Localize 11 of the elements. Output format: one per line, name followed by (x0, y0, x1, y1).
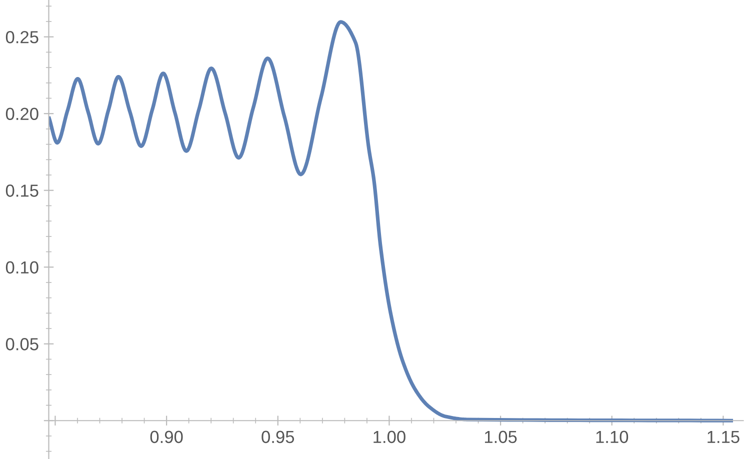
x-tick-label: 0.90 (150, 430, 183, 444)
y-tick-label: 0.10 (6, 261, 38, 274)
x-tick-label: 0.95 (262, 430, 294, 444)
x-tick-label: 1.05 (484, 430, 517, 444)
y-tick-label: 0.25 (6, 31, 38, 44)
x-tick-label: 1.10 (596, 430, 628, 444)
x-tick-label: 1.00 (374, 430, 406, 444)
y-tick-label: 0.20 (6, 108, 38, 120)
y-tick-label: 0.05 (6, 338, 38, 350)
y-tick-label: 0.15 (6, 184, 38, 197)
x-tick-label: 1.15 (708, 430, 740, 444)
